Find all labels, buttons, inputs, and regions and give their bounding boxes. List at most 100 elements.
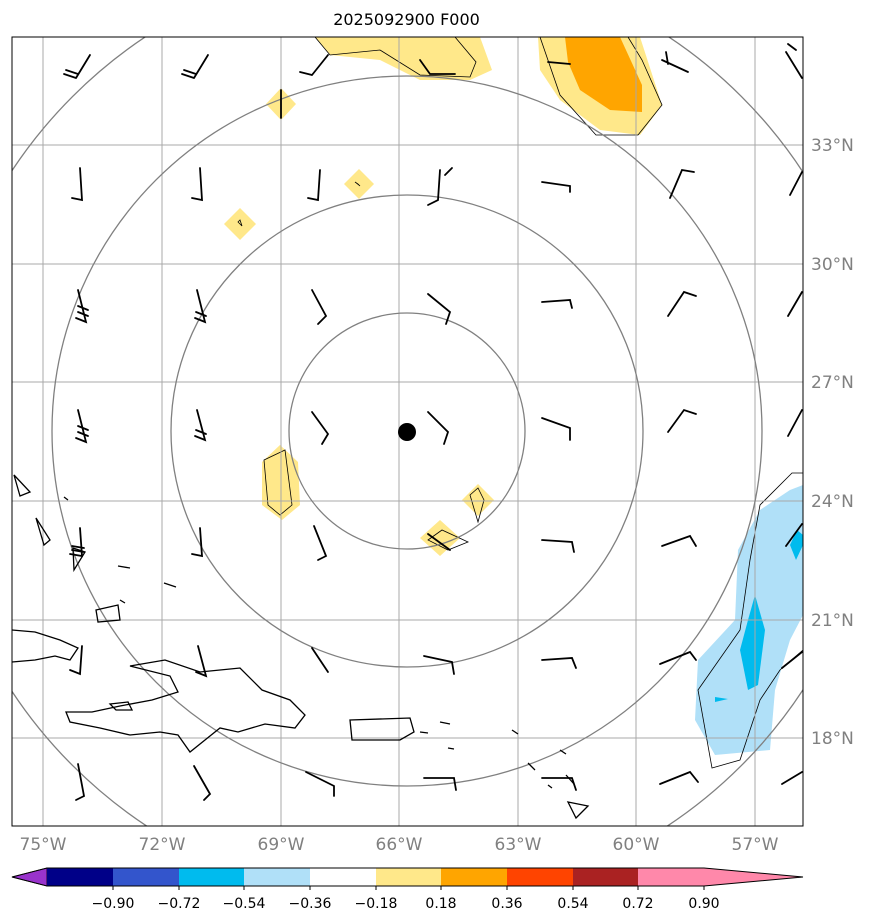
colorbar-tick-label: 0.36 (491, 896, 522, 912)
wind-barb (311, 289, 328, 325)
negative-shade-region-strong (790, 530, 803, 560)
wind-barb (427, 293, 452, 325)
colorbar-segment (310, 868, 376, 886)
wind-barb (427, 533, 451, 551)
latitude-labels: 33°N 30°N 27°N 24°N 21°N 18°N (811, 136, 854, 749)
wind-barb (63, 54, 91, 79)
lat-label: 21°N (811, 611, 854, 631)
colorbar-tick-label: 0.54 (557, 896, 588, 912)
wind-barb (181, 54, 209, 79)
hispaniola-coastline (65, 659, 306, 753)
colorbar-tick-label: −0.90 (92, 896, 135, 912)
colorbar-extend-high (704, 868, 803, 886)
colorbar-segment (47, 868, 113, 886)
lon-label: 63°W (495, 835, 542, 855)
wind-barb (541, 777, 577, 791)
wind-barb (194, 409, 207, 442)
colorbar-tick-label: −0.54 (223, 896, 266, 912)
colorbar-tick-label: 0.18 (425, 896, 456, 912)
colorbar-segment (441, 868, 507, 886)
colorbar-tick-label: −0.36 (289, 896, 332, 912)
lon-label: 60°W (613, 835, 660, 855)
colorbar-segment (638, 868, 704, 886)
wind-barb (69, 527, 85, 558)
wind-barb (781, 771, 803, 785)
colorbar-segment (376, 868, 441, 886)
wind-barb (194, 289, 207, 324)
wind-barb (541, 417, 571, 441)
wind-barb (195, 645, 208, 678)
wind-barb (541, 657, 577, 669)
wind-barb (313, 525, 328, 561)
wind-barb (299, 54, 329, 76)
wind-barb (667, 290, 697, 317)
wind-barb (547, 61, 571, 65)
wind-barb (669, 168, 695, 199)
wind-barb (427, 167, 453, 206)
map-title: 2025092900 F000 (333, 10, 480, 29)
wind-barb (661, 51, 689, 73)
wind-barb (191, 527, 203, 558)
wind-barb (75, 763, 86, 801)
contour-lines (237, 37, 803, 769)
colorbar-tick-label: 0.72 (622, 896, 653, 912)
wind-barb (311, 411, 330, 445)
wind-barb (427, 411, 450, 445)
wind-barb (541, 299, 573, 309)
wind-barb (419, 59, 456, 75)
wind-barb (71, 167, 83, 202)
coastlines (12, 474, 590, 820)
wind-barb (781, 651, 803, 669)
lon-label: 75°W (20, 835, 67, 855)
wind-barbs (63, 43, 803, 801)
lat-label: 33°N (811, 136, 854, 156)
wind-barb (191, 167, 203, 202)
map-area (12, 37, 803, 826)
colorbar: −0.90 −0.72 −0.54 −0.36 −0.18 0.18 0.36 … (11, 867, 804, 912)
lon-label: 69°W (258, 835, 305, 855)
puerto-rico-coastline (349, 717, 415, 741)
colorbar-tick-label: −0.72 (158, 896, 201, 912)
wind-barb (75, 289, 89, 324)
wind-barb (423, 777, 457, 791)
wind-barb (787, 409, 803, 437)
wind-barb (75, 409, 89, 444)
longitude-labels: 75°W 72°W 69°W 66°W 63°W 60°W 57°W (20, 835, 779, 855)
lat-label: 30°N (811, 255, 854, 275)
graticule (12, 37, 803, 826)
range-ring (288, 312, 526, 550)
wind-barb (193, 765, 212, 801)
colorbar-segment (507, 868, 573, 886)
positive-shade-region (315, 37, 492, 80)
positive-shade-region (344, 169, 374, 199)
lon-label: 57°W (732, 835, 779, 855)
colorbar-segment (179, 868, 244, 886)
lat-label: 27°N (811, 373, 854, 393)
range-ring (51, 75, 763, 787)
wind-barb (305, 771, 335, 797)
wind-barb (541, 539, 575, 553)
wind-barb (541, 181, 571, 193)
center-marker (398, 423, 416, 441)
wind-barb (659, 650, 697, 665)
colorbar-tick-label: −0.18 (355, 896, 398, 912)
wind-barb (661, 534, 697, 547)
wind-barb (423, 655, 455, 675)
bahamas-islands (13, 474, 177, 623)
lat-label: 24°N (811, 492, 854, 512)
negative-shade-region-strong (740, 595, 765, 690)
lat-label: 18°N (811, 729, 854, 749)
map-frame (11, 36, 804, 827)
wind-barb (785, 523, 803, 547)
colorbar-segment (113, 868, 179, 886)
lon-label: 66°W (376, 835, 423, 855)
wind-barb (787, 291, 803, 317)
lon-label: 72°W (139, 835, 186, 855)
colorbar-segment (244, 868, 310, 886)
negative-shade-region-strong (715, 697, 728, 702)
colorbar-extend-low (11, 867, 48, 887)
colorbar-tick-label: 0.90 (688, 896, 719, 912)
positive-shade-region-strong (565, 37, 642, 112)
wind-barb (789, 171, 803, 196)
